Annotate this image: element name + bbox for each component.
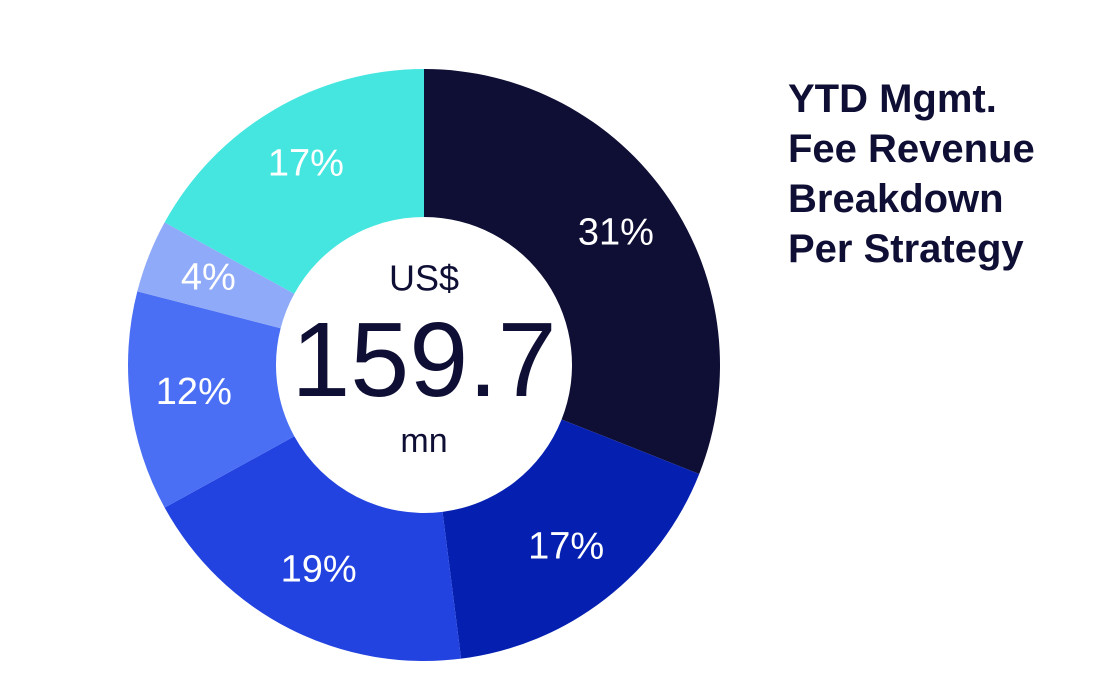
chart-title: YTD Mgmt. Fee Revenue Breakdown Per Stra… xyxy=(788,77,1035,271)
total-value: 159.7 xyxy=(291,301,556,419)
slice xyxy=(164,69,424,294)
value-label: 4% xyxy=(181,257,236,299)
value-label: 19% xyxy=(281,549,357,591)
value-label: 17% xyxy=(268,142,344,184)
total-prefix: US$ xyxy=(389,258,459,299)
value-label: 31% xyxy=(578,212,654,254)
slice xyxy=(164,436,462,661)
slice xyxy=(424,69,720,474)
slice xyxy=(442,419,700,659)
value-label: 12% xyxy=(156,371,232,413)
total-unit: mn xyxy=(400,422,447,460)
slice xyxy=(127,291,295,508)
value-label: 17% xyxy=(528,525,604,567)
chart: US$ 159.7 mn 17% 4% 12% 19% 17% 31% xyxy=(127,69,720,661)
slice xyxy=(137,222,295,329)
